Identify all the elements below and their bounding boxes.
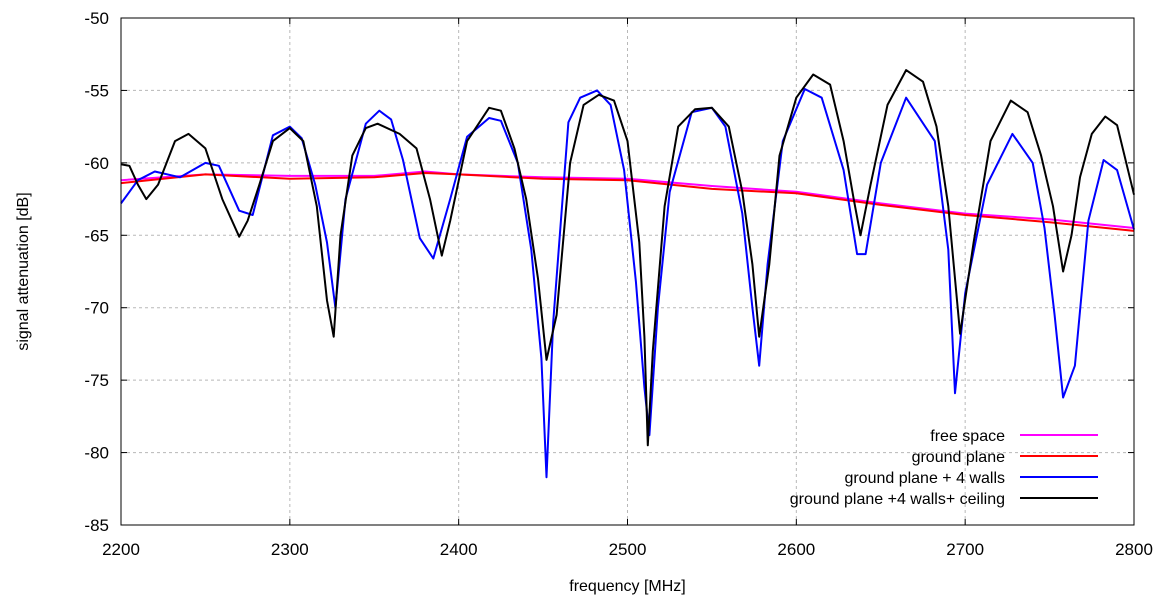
series-line-2 xyxy=(120,172,1135,232)
y-tick-label: -70 xyxy=(84,299,109,318)
axis-ticks: 2200 2300 2400 2500 2600 2700 2800 -50 -55 -60 -65… xyxy=(84,9,1152,559)
x-tick-label: 2400 xyxy=(440,540,478,559)
x-tick-label: 2200 xyxy=(102,540,140,559)
y-tick-label: -60 xyxy=(84,154,109,173)
y-tick-label: -75 xyxy=(84,371,109,390)
series-lines xyxy=(120,69,1135,479)
x-tick-label: 2800 xyxy=(1115,540,1153,559)
legend-label: free space xyxy=(930,428,1005,445)
legend-label: ground plane + 4 walls xyxy=(844,470,1005,487)
series-line-3 xyxy=(120,88,1135,479)
series-line-4 xyxy=(120,69,1135,447)
y-tick-label: -55 xyxy=(84,81,109,100)
x-tick-label: 2300 xyxy=(271,540,309,559)
legend-label: ground plane xyxy=(912,449,1006,466)
legend-label: ground plane +4 walls+ ceiling xyxy=(790,491,1005,508)
x-axis-label: frequency [MHz] xyxy=(569,578,685,595)
x-tick-label: 2700 xyxy=(946,540,984,559)
y-axis-label: signal attenuation [dB] xyxy=(15,192,32,350)
legend: free space ground plane ground plane + 4 w… xyxy=(790,428,1098,508)
grid-lines xyxy=(121,18,1134,525)
y-tick-label: -85 xyxy=(84,516,109,535)
y-tick-label: -50 xyxy=(84,9,109,28)
y-tick-label: -65 xyxy=(84,226,109,245)
y-tick-label: -80 xyxy=(84,444,109,463)
x-tick-label: 2600 xyxy=(777,540,815,559)
series-line-1 xyxy=(120,170,1135,229)
x-tick-label: 2500 xyxy=(609,540,647,559)
